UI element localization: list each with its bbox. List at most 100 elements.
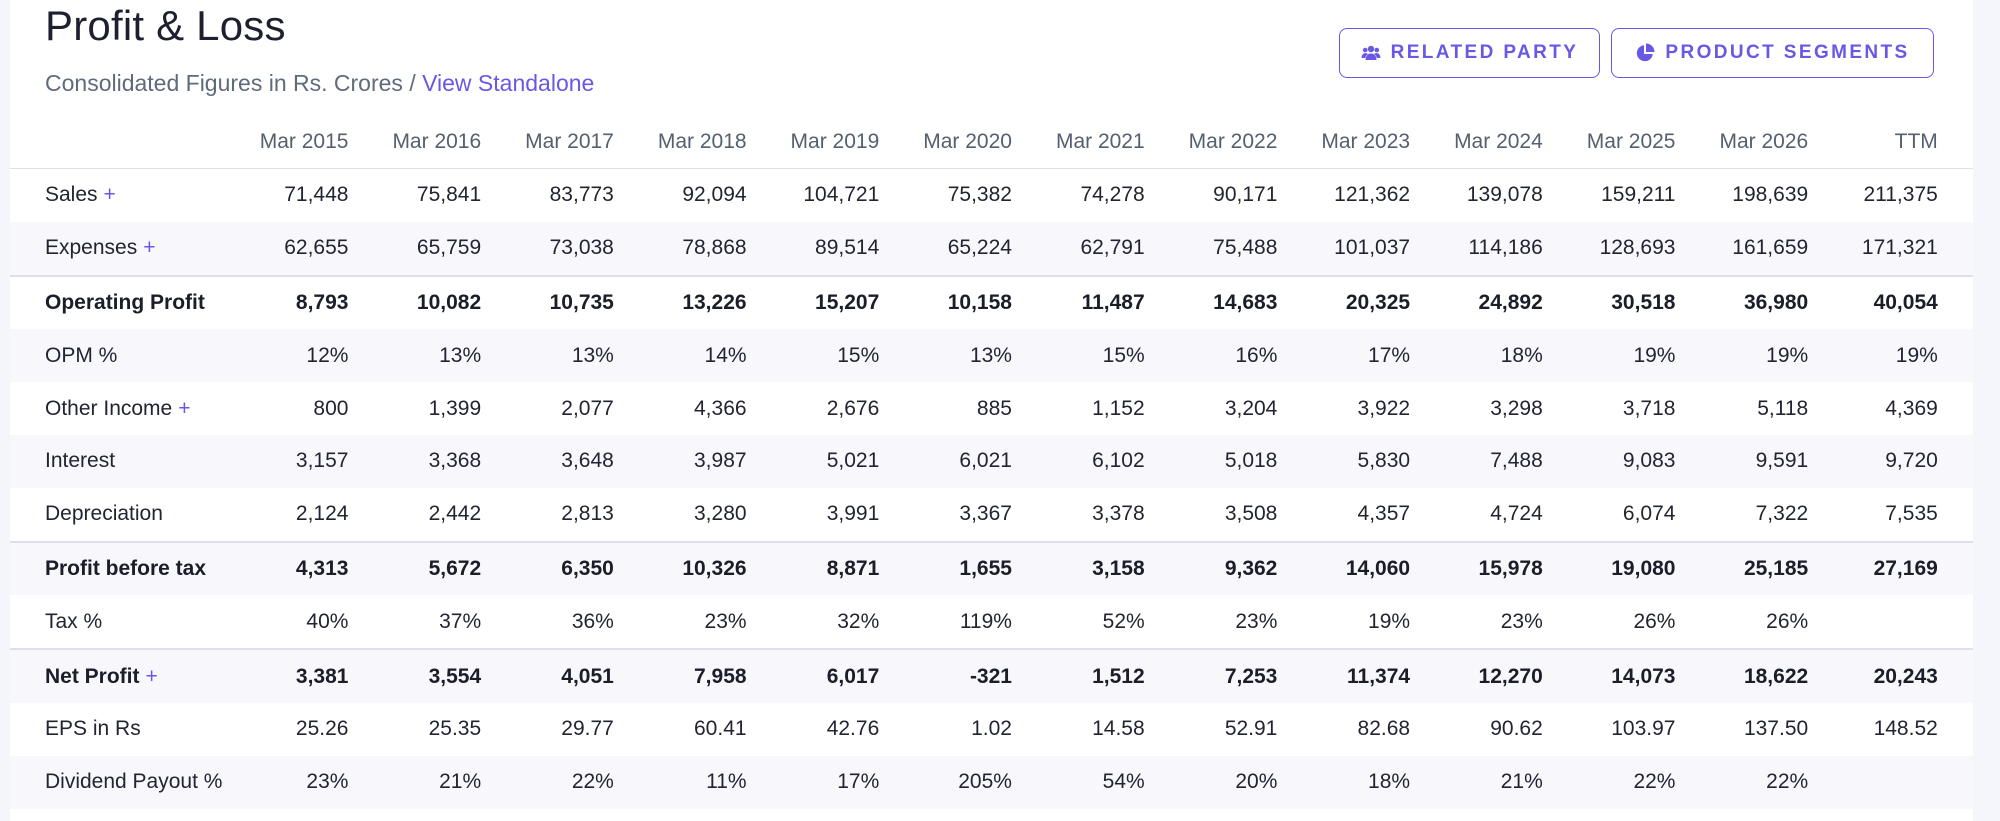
table-cell: 10,158 [879,274,1012,330]
table-cell: 18% [1277,755,1411,809]
row-label: Expenses [45,236,138,260]
row-pad-cell [1938,169,1973,222]
table-cell: 161,659 [1675,221,1809,276]
table-header-row: Mar 2015 Mar 2016 Mar 2017 Mar 2018 Mar … [10,116,1973,169]
table-cell: 90,171 [1213,183,1278,207]
table-cell: 12,270 [1410,648,1543,703]
table-cell: 54% [1011,755,1145,809]
table-cell: 3,987 [613,434,747,488]
table-cell: 83,773 [549,183,614,207]
table-cell: 3,718 [1622,396,1676,420]
table-row: EPS in Rs 25.26 25.35 29.77 60.41 42.76 1.02 14… [10,703,1973,756]
table-cell: 26% [1766,609,1809,633]
row-label-cell[interactable]: Net Profit + [10,648,216,703]
table-cell: 17% [746,755,880,809]
row-label-cell: OPM % [10,329,216,383]
table-cell: 18,622 [1675,648,1809,703]
table-cell: 13,226 [613,274,747,330]
row-pad-cell [1938,382,1973,435]
table-cell: 2,676 [826,396,880,420]
expand-plus-icon[interactable]: + [103,183,116,207]
table-cell: 2,124 [295,502,349,526]
table-cell: 3,367 [959,502,1012,526]
view-standalone-link[interactable]: View Standalone [422,70,595,96]
table-cell: 65,759 [348,221,482,276]
table-cell: 71,448 [284,183,349,207]
row-label-cell[interactable]: Sales + [10,169,216,222]
table-cell: 4,313 [215,540,349,596]
row-label-cell[interactable]: Expenses + [10,221,216,276]
table-cell: 16% [1144,329,1278,383]
table-cell: 3,157 [215,434,349,488]
table-cell: 89,514 [746,221,880,276]
row-label: Net Profit [45,664,140,688]
column-header: Mar 2021 [1011,116,1145,169]
row-label: OPM % [45,343,118,367]
table-row: Operating Profit 8,793 10,082 10,735 13,226 1… [10,274,1973,330]
table-cell: 40,054 [1808,274,1938,330]
table-cell: 20% [1144,755,1278,809]
table-cell: 11,487 [1011,274,1145,330]
product-segments-button[interactable]: PRODUCT SEGMENTS [1611,28,1934,78]
table-cell: 5,018 [1144,434,1278,488]
column-header: Mar 2019 [746,116,880,169]
row-label-cell[interactable]: Other Income + [10,382,216,435]
row-label: Profit before tax [45,556,207,580]
table-cell: 14.58 [1092,717,1145,741]
table-cell: 25,185 [1675,540,1809,596]
table-cell: 101,037 [1277,221,1411,276]
column-header: Mar 2017 [481,116,614,169]
table-cell: 137.50 [1743,717,1809,741]
table-cell: 78,868 [613,221,747,276]
row-label-cell: Depreciation [10,488,216,542]
row-label-cell: Interest [10,434,216,488]
table-cell: 5,118 [1757,396,1809,420]
table-cell: 14,073 [1542,648,1676,703]
table-cell: 23% [1235,609,1278,633]
table-cell: 5,830 [1277,434,1411,488]
column-header: Mar 2025 [1542,116,1676,169]
table-row: Tax % 40% 37% 36% 23% 32% 119% 52% 23% 19% 23% 26% 2… [10,595,1973,649]
table-row: Interest 3,157 3,368 3,648 3,987 5,021 6,021 6,… [10,434,1973,488]
product-segments-label: PRODUCT SEGMENTS [1665,42,1910,63]
table-cell: 15% [1011,329,1145,383]
expand-plus-icon[interactable]: + [178,396,191,420]
table-cell: 4,357 [1357,502,1411,526]
table-cell: 52.91 [1224,717,1278,741]
row-pad-cell [1937,329,1973,383]
table-cell: 14,683 [1144,274,1278,330]
table-cell: 198,639 [1732,183,1809,207]
table-cell: 6,074 [1622,502,1676,526]
row-label: Dividend Payout % [45,770,223,794]
table-cell: 171,321 [1808,221,1938,276]
column-header: Mar 2026 [1675,116,1809,169]
table-cell: 148.52 [1873,717,1938,741]
table-cell: 7,488 [1410,434,1543,488]
table-cell: 7,958 [613,648,747,703]
table-cell: 159,211 [1601,183,1676,207]
row-label-cell: Tax % [10,595,216,649]
table-cell: 36% [571,609,614,633]
expand-plus-icon[interactable]: + [143,236,156,260]
column-header: Mar 2024 [1410,116,1543,169]
table-cell: 10,082 [348,274,482,330]
table-cell: 40% [306,609,349,633]
table-cell: 1,152 [1092,396,1145,420]
row-pad-cell [1937,540,1973,596]
table-cell: 19% [1675,329,1809,383]
table-row: Net Profit +3,381 3,554 4,051 7,958 6,017 -321… [10,648,1973,703]
table-cell: 4,724 [1490,502,1543,526]
table-cell: 82.68 [1357,717,1411,741]
related-party-button[interactable]: RELATED PARTY [1339,28,1600,78]
table-cell: 92,094 [682,183,747,207]
column-header: Mar 2020 [879,116,1012,169]
table-cell: 3,368 [348,434,482,488]
table-cell: 3,204 [1224,396,1278,420]
table-cell: 114,186 [1410,221,1543,276]
expand-plus-icon[interactable]: + [145,664,158,688]
table-cell: 9,362 [1144,540,1278,596]
table-cell: 22% [481,755,614,809]
table-cell: 5,672 [348,540,482,596]
table-cell: 3,280 [694,502,747,526]
table-cell: 2,442 [428,502,482,526]
